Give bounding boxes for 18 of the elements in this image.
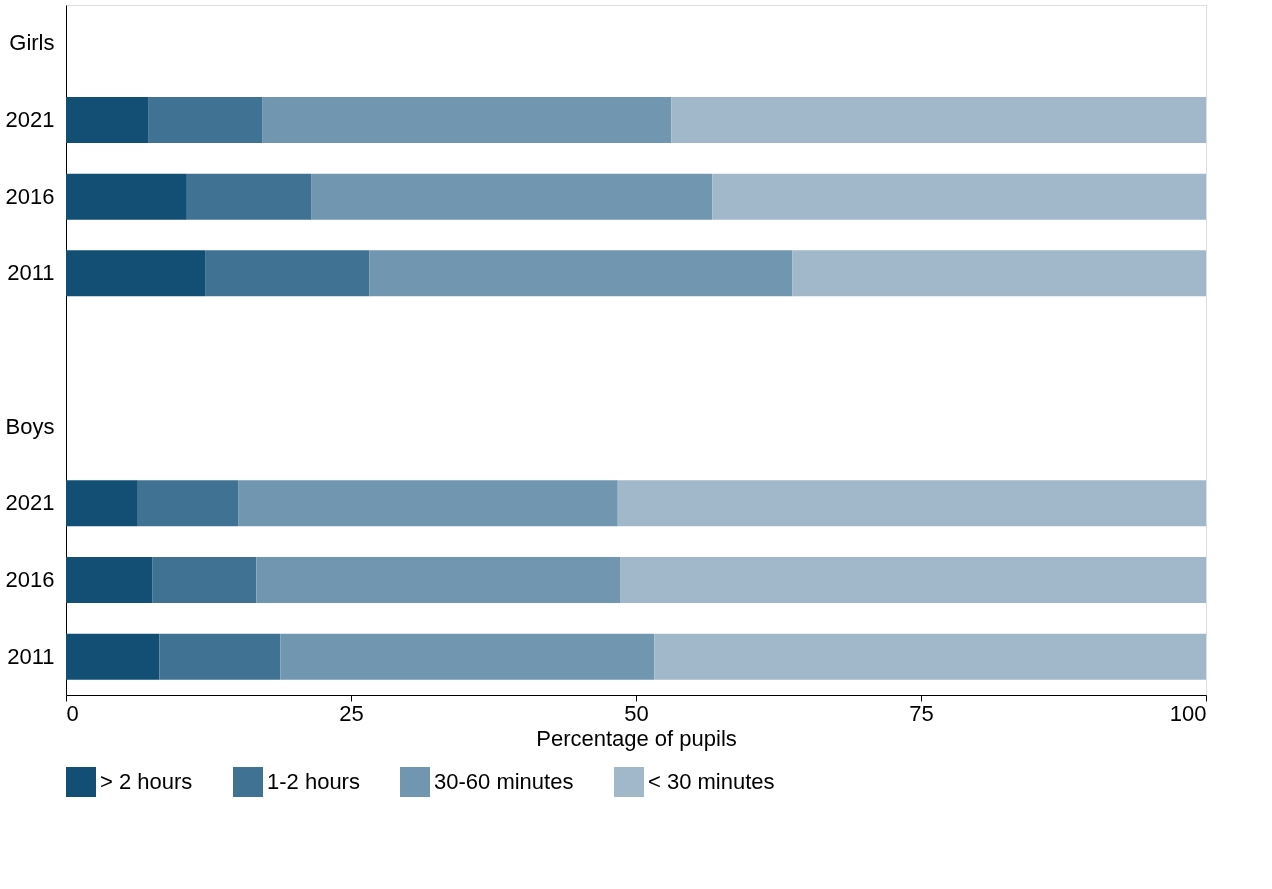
legend-label: 30-60 minutes: [434, 769, 574, 794]
legend-label: > 2 hours: [100, 769, 193, 794]
y-tick-label: 2021: [5, 107, 55, 132]
x-tick-label: 25: [339, 700, 364, 726]
x-tick-label: 75: [909, 700, 934, 726]
legend-label: < 30 minutes: [648, 769, 775, 794]
legend-label: 1-2 hours: [267, 769, 360, 794]
y-tick-label: 2016: [5, 567, 55, 592]
y-tick-label: 2021: [5, 490, 55, 516]
x-tick-label: 100: [1169, 700, 1207, 726]
y-tick-label: 2016: [5, 183, 55, 209]
y-tick-label: Girls: [9, 30, 55, 56]
x-tick-label: 0: [66, 700, 79, 726]
x-axis-title: Percentage of pupils: [536, 725, 737, 751]
y-tick-label: 2011: [7, 643, 55, 669]
x-tick-label: 50: [624, 700, 649, 726]
y-tick-label: Boys: [5, 413, 55, 439]
y-tick-label: 2011: [7, 260, 55, 286]
